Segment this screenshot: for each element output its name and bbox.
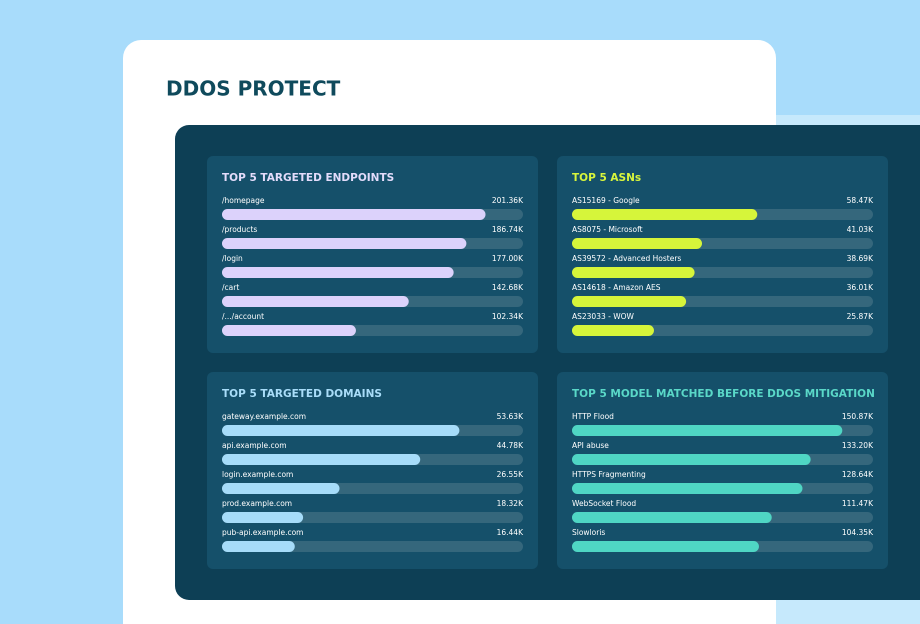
- value-label: 201.36K: [492, 196, 524, 205]
- panel-title: TOP 5 TARGETED ENDPOINTS: [222, 172, 394, 184]
- bar-label: WebSocket Flood: [572, 499, 636, 508]
- bar-label: HTTP Flood: [572, 412, 614, 421]
- value-label: 38.69K: [847, 254, 874, 263]
- panel-title: TOP 5 ASNs: [572, 172, 641, 184]
- bar: [572, 296, 687, 307]
- bar: [572, 483, 803, 494]
- bar: [222, 325, 356, 336]
- bar: [222, 483, 340, 494]
- bar-label: Slowloris: [572, 528, 605, 537]
- bar: [222, 238, 467, 249]
- value-label: 128.64K: [842, 470, 874, 479]
- value-label: 41.03K: [847, 225, 874, 234]
- bar: [572, 541, 759, 552]
- bar: [222, 296, 409, 307]
- value-label: 26.55K: [497, 470, 524, 479]
- bar-label: gateway.example.com: [222, 412, 306, 421]
- value-label: 186.74K: [492, 225, 524, 234]
- bar-label: /login: [222, 254, 243, 263]
- value-label: 111.47K: [842, 499, 874, 508]
- value-label: 102.34K: [492, 312, 524, 321]
- value-label: 150.87K: [842, 412, 874, 421]
- bar: [222, 454, 421, 465]
- bar: [222, 541, 295, 552]
- bar-label: API abuse: [572, 441, 609, 450]
- bar: [572, 209, 758, 220]
- value-label: 25.87K: [847, 312, 874, 321]
- bar: [572, 425, 843, 436]
- bar-track: [222, 541, 523, 552]
- value-label: 16.44K: [497, 528, 524, 537]
- bar-label: AS15169 - Google: [572, 196, 640, 205]
- bar-label: /products: [222, 225, 257, 234]
- bar: [572, 238, 703, 249]
- value-label: 58.47K: [847, 196, 874, 205]
- bar: [222, 512, 304, 523]
- bar-label: /cart: [222, 283, 239, 292]
- bar: [222, 425, 460, 436]
- bar: [572, 267, 695, 278]
- bar-label: login.example.com: [222, 470, 293, 479]
- bar-label: AS23033 - WOW: [572, 312, 635, 321]
- bar: [222, 267, 454, 278]
- bar-label: pub-api.example.com: [222, 528, 304, 537]
- value-label: 177.00K: [492, 254, 524, 263]
- bar-label: AS39572 - Advanced Hosters: [572, 254, 681, 263]
- bar: [222, 209, 486, 220]
- panel-title: TOP 5 TARGETED DOMAINS: [222, 388, 382, 400]
- bar-label: /.../account: [222, 312, 264, 321]
- page-title: DDOS PROTECT: [166, 77, 341, 101]
- panel-title: TOP 5 MODEL MATCHED BEFORE DDOS MITIGATI…: [572, 388, 875, 400]
- bar-label: HTTPS Fragmenting: [572, 470, 646, 479]
- value-label: 104.35K: [842, 528, 874, 537]
- bar: [572, 512, 772, 523]
- bar-label: api.example.com: [222, 441, 287, 450]
- bar-label: /homepage: [222, 196, 265, 205]
- bar: [572, 325, 654, 336]
- panel: [207, 156, 538, 353]
- bar-label: AS8075 - Microsoft: [572, 225, 643, 234]
- value-label: 18.32K: [497, 499, 524, 508]
- value-label: 44.78K: [497, 441, 524, 450]
- value-label: 53.63K: [497, 412, 524, 421]
- bar-label: AS14618 - Amazon AES: [572, 283, 661, 292]
- value-label: 142.68K: [492, 283, 524, 292]
- value-label: 133.20K: [842, 441, 874, 450]
- value-label: 36.01K: [847, 283, 874, 292]
- bar: [572, 454, 811, 465]
- bar-label: prod.example.com: [222, 499, 292, 508]
